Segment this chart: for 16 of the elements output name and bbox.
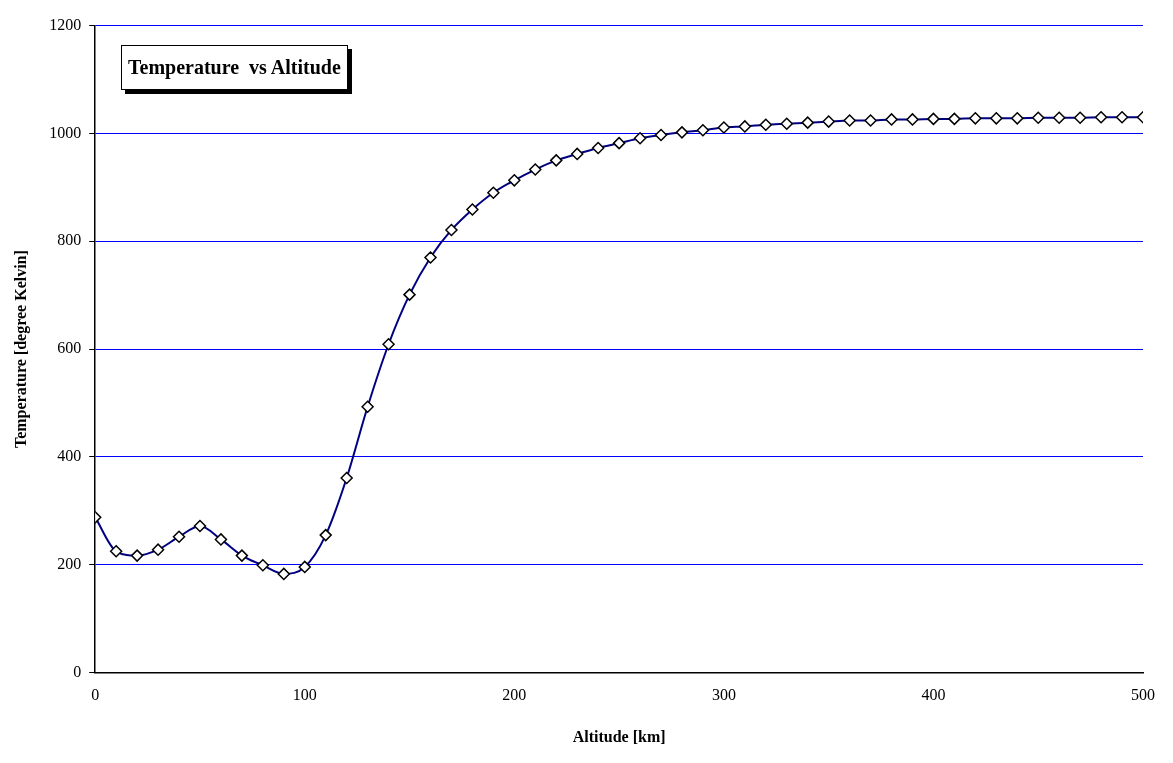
y-tick-label: 200 [57,554,82,572]
y-tick-label: 0 [73,662,82,680]
x-tick-label: 0 [91,686,100,704]
x-tick-label: 500 [1131,686,1155,704]
y-tick-label: 400 [57,447,82,465]
y-axis-title: Temperature [degree Kelvin] [11,250,30,449]
y-tick-label: 1200 [49,15,82,33]
y-tick-label: 800 [57,231,82,249]
x-tick-label: 300 [711,686,736,704]
x-tick-label: 100 [292,686,317,704]
x-tick-label: 200 [502,686,527,704]
x-axis-title: Altitude [km] [572,727,666,745]
text: Temperature vs Altitude [121,45,348,90]
x-tick-label: 400 [921,686,946,704]
y-tick-label: 600 [57,339,82,357]
y-tick-label: 1000 [49,123,82,141]
